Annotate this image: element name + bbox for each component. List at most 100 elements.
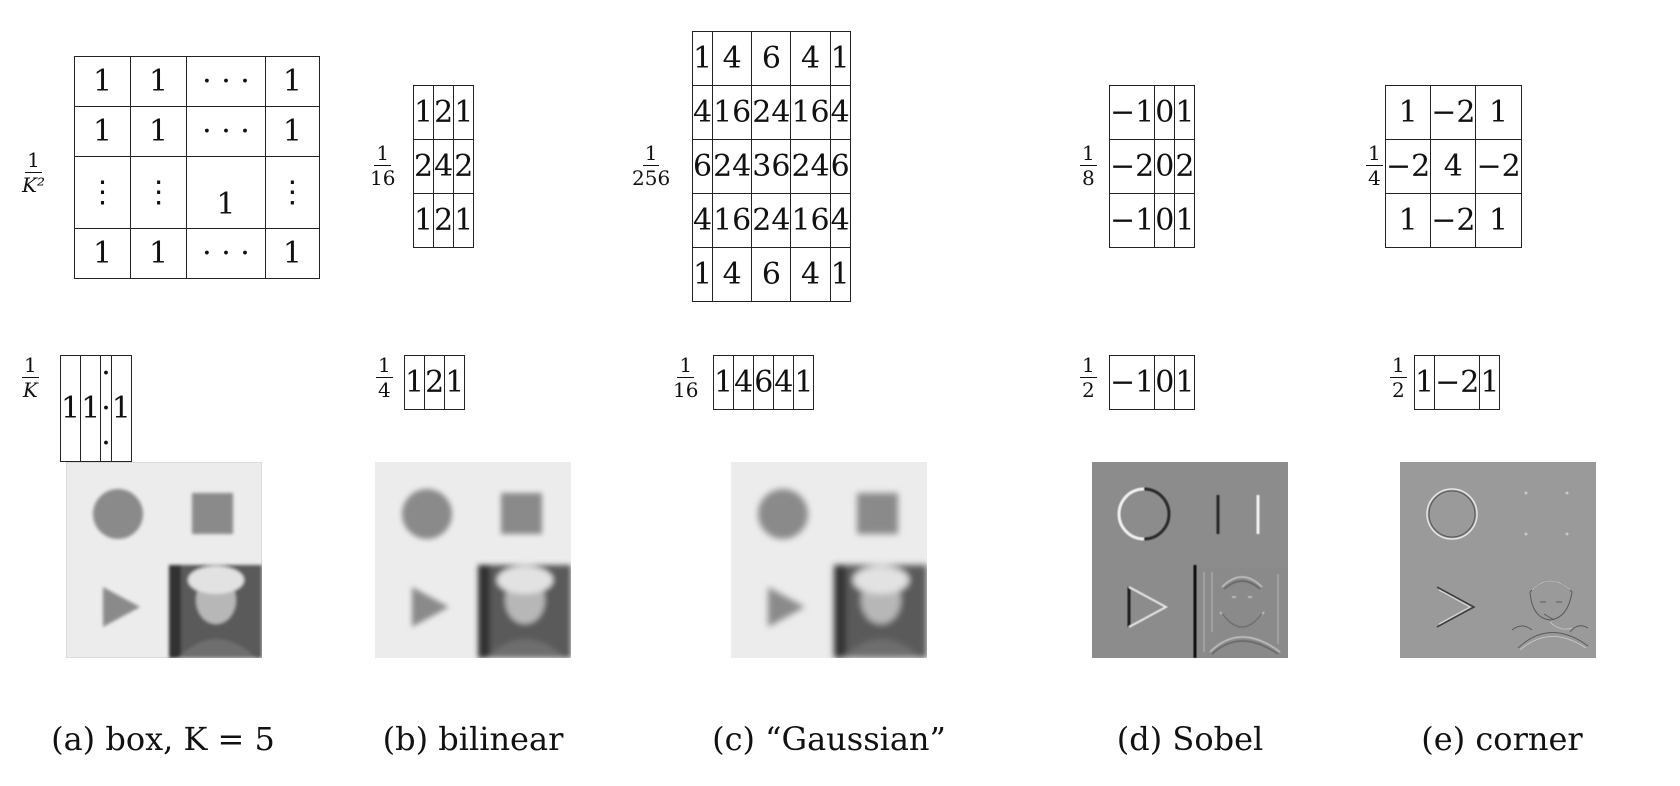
kernel-cell: 2	[412, 139, 435, 194]
kernel1d-scale-a: 1 K	[22, 355, 39, 400]
kernel-cell: −1	[1108, 355, 1156, 410]
kernel1d-scale-c: 1 16	[673, 355, 698, 400]
filtered-image-bilinear	[375, 462, 571, 658]
kernel-cell: 1	[1475, 193, 1522, 248]
kernel2d-b: 1 2 1 2 4 2 1 2 1	[412, 85, 475, 248]
triangle-edge	[1436, 586, 1476, 628]
kernel-cell: 1	[444, 355, 466, 410]
scale-numerator: 1	[677, 353, 695, 378]
kernel-cell: 1	[453, 85, 475, 140]
portrait-edges	[1198, 568, 1288, 658]
square-corner-dots	[1524, 491, 1569, 536]
kernel-cell: 1	[73, 228, 132, 279]
kernel-cell: ⋮	[73, 156, 132, 229]
kernel-cell: 1	[1475, 85, 1522, 140]
scale-denominator: 4	[1368, 166, 1381, 190]
kernel-cell: 1	[130, 56, 188, 107]
kernel2d-scale-e: 1 4	[1366, 143, 1383, 188]
kernel-cell: −2	[1434, 355, 1481, 410]
vertical-dots: ⋮	[87, 175, 118, 210]
kernel-cell: 4	[829, 193, 851, 248]
kernel-cell: 4	[433, 139, 455, 194]
kernel-cell: 4	[691, 193, 714, 248]
scale-numerator: 1	[642, 141, 660, 166]
kernel-cell: 1	[453, 193, 475, 248]
kernel-cell: 16	[712, 85, 753, 140]
kernel-cell: 1	[691, 247, 714, 302]
kernel-cell: 1	[73, 106, 132, 157]
kernel-cell: 0	[1154, 85, 1176, 140]
kernel-cell: · · ·	[100, 355, 112, 462]
kernel-cell: 1	[1174, 193, 1196, 248]
filtered-image-gaussian	[731, 462, 927, 658]
circle-shape	[93, 489, 143, 539]
caption-b: (b) bilinear	[382, 720, 564, 758]
kernel2d-d: −1 0 1 −2 0 2 −1 0 1	[1108, 85, 1196, 248]
kernel-cell: 1	[1174, 85, 1196, 140]
kernel-cell: 1	[403, 355, 426, 410]
kernel-cell: 1	[712, 355, 735, 410]
scale-numerator: 1	[1390, 353, 1407, 378]
kernel-cell: 2	[424, 355, 446, 410]
kernel2d-scale-c: 1 256	[632, 143, 670, 188]
kernel-cell: 6	[751, 31, 792, 86]
kernel-cell: 1	[110, 355, 132, 462]
kernel-cell: ⋮	[264, 156, 321, 229]
scale-denominator: 4	[378, 378, 391, 402]
kernel2d-e: 1 −2 1 −2 4 −2 1 −2 1	[1384, 85, 1522, 248]
kernel-cell: 24	[790, 139, 831, 194]
scale-numerator: 1	[1366, 141, 1383, 166]
caption-d: (d) Sobel	[1116, 720, 1264, 758]
kernel-cell: 1	[59, 355, 82, 462]
vertical-dots: ⋮	[277, 175, 308, 210]
kernel-cell: 4	[712, 31, 753, 86]
scale-denominator: K²	[22, 173, 45, 197]
kernel-cell: 1	[691, 31, 714, 86]
kernel2d-scale-d: 1 8	[1080, 143, 1097, 188]
kernel2d-scale-a: 1 K²	[22, 150, 45, 195]
square-shape	[857, 493, 898, 534]
kernel1d-a: 1 1 · · · 1	[59, 355, 132, 462]
kernel2d-scale-b: 1 16	[370, 143, 395, 188]
triangle-edge-inner	[1438, 589, 1472, 625]
filtered-image-sobel	[1092, 462, 1288, 658]
kernel-cell: 16	[790, 85, 831, 140]
kernel-cell: 1	[1384, 85, 1432, 140]
kernel-cell: 1	[412, 193, 435, 248]
kernel-cell: 0	[1154, 193, 1176, 248]
kernel-cell: 0	[1154, 355, 1176, 410]
caption-c: (c) “Gaussian”	[712, 720, 946, 758]
kernel-cell: 1	[264, 106, 321, 157]
scale-numerator: 1	[25, 148, 42, 173]
circle-edge-light	[1117, 487, 1145, 541]
kernel-cell: 1	[829, 31, 851, 86]
scale-denominator: 2	[1082, 378, 1095, 402]
scale-numerator: 1	[1080, 353, 1097, 378]
kernel-cell: 24	[751, 85, 792, 140]
kernel-cell: −2	[1108, 139, 1156, 194]
kernel-cell: 1	[793, 355, 815, 410]
square-shape	[192, 493, 233, 534]
kernel-cell: 1	[1479, 355, 1501, 410]
kernel-cell: 4	[773, 355, 795, 410]
kernel-cell: 1	[264, 56, 321, 107]
kernel1d-scale-b: 1 4	[376, 355, 393, 400]
kernel-cell: 1	[73, 56, 132, 107]
filtered-image-corner	[1400, 462, 1596, 658]
kernel-cell: −1	[1108, 193, 1156, 248]
kernel1d-c: 1 4 6 4 1	[712, 355, 815, 410]
kernel-cell: 24	[751, 193, 792, 248]
kernel-cell: 1	[264, 228, 321, 279]
kernel-cell: −2	[1430, 193, 1477, 248]
scale-numerator: 1	[22, 353, 39, 378]
kernel-cell: 1	[412, 85, 435, 140]
kernel-cell: 0	[1154, 139, 1176, 194]
scale-denominator: 16	[370, 166, 396, 190]
kernel-cell: 24	[712, 139, 753, 194]
triangle-edge-right	[1128, 586, 1169, 628]
kernel-cell: 1	[130, 228, 188, 279]
kernel-cell: 2	[433, 193, 455, 248]
kernel-cell: 4	[712, 247, 753, 302]
kernel-cell: 2	[1174, 139, 1196, 194]
kernel-cell: −2	[1384, 139, 1432, 194]
